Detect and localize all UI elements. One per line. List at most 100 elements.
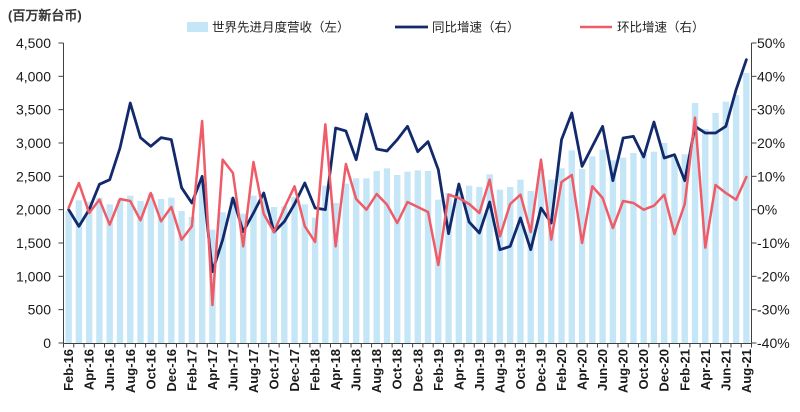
bar-revenue xyxy=(619,157,627,343)
x-tick-label: Dec-19 xyxy=(533,349,548,392)
bar-revenue xyxy=(291,197,298,343)
legend-label-mom: 环比增速（右） xyxy=(617,20,705,35)
bar-revenue xyxy=(157,199,165,343)
y-right-tick-label: -10% xyxy=(757,235,790,251)
x-tick-label: Jun-18 xyxy=(349,349,364,391)
bar-revenue xyxy=(404,171,411,343)
x-tick-label: Feb-21 xyxy=(677,349,692,391)
bar-revenue xyxy=(75,200,83,343)
x-tick-label: Apr-16 xyxy=(82,349,97,390)
legend-label-yoy: 同比增速（右） xyxy=(432,20,520,35)
y-right-tick-label: -20% xyxy=(757,268,790,284)
bar-revenue xyxy=(281,206,288,343)
legend-item-mom: 环比增速（右） xyxy=(580,20,705,35)
bar-revenue xyxy=(363,178,370,343)
bar-revenue xyxy=(517,179,524,343)
x-tick-label: Dec-17 xyxy=(287,349,302,392)
bar-revenue xyxy=(486,174,493,343)
bar-revenue xyxy=(394,175,401,343)
bar-revenue xyxy=(589,156,596,343)
bar-revenue xyxy=(168,197,175,343)
x-tick-label: Feb-16 xyxy=(61,349,76,391)
y-left-tick-label: 0 xyxy=(43,335,51,351)
x-tick-label: Dec-20 xyxy=(657,349,672,392)
bar-revenue xyxy=(537,169,545,343)
bar-revenue xyxy=(322,185,329,343)
bar-revenue xyxy=(455,188,463,343)
bar-revenue xyxy=(496,189,504,343)
x-tick-labels: Feb-16 Apr-16 Jun-16 Aug-16 Oct-16 Dec-16 Feb-… xyxy=(61,349,754,393)
y-right-tick-label: 30% xyxy=(757,102,785,118)
bar-revenue xyxy=(178,211,185,343)
legend-label-revenue: 世界先进月度营收（左） xyxy=(212,20,350,35)
bar-revenue xyxy=(743,73,750,343)
bar-revenue xyxy=(691,103,699,343)
legend: 世界先进月度营收（左） 同比增速（右） 环比增速（右） xyxy=(187,20,705,35)
legend-item-yoy: 同比增速（右） xyxy=(395,20,520,35)
y-left-tick-label: 2,000 xyxy=(16,202,51,218)
y-right-tick-label: -30% xyxy=(757,302,790,318)
y-right-tick-label: 0% xyxy=(757,202,777,218)
y-left-tick-label: 2,500 xyxy=(16,168,51,184)
bar-revenue xyxy=(681,154,688,343)
x-tick-label: Aug-20 xyxy=(616,349,631,393)
y-right-tick-label: -40% xyxy=(757,335,790,351)
bar-revenue xyxy=(106,204,113,343)
bar-revenue xyxy=(650,151,658,343)
line-yoy-growth xyxy=(67,58,748,274)
line-mom-growth xyxy=(67,116,748,307)
x-tick-label: Feb-18 xyxy=(308,349,323,391)
bar-revenue xyxy=(250,195,257,343)
bar-revenue xyxy=(640,153,647,343)
bar-revenue xyxy=(599,149,606,343)
bar-revenue xyxy=(424,171,432,343)
legend-swatch-revenue xyxy=(187,22,208,32)
bar-revenue xyxy=(558,168,565,343)
bar-revenue xyxy=(127,195,134,343)
y-left-tick-label: 500 xyxy=(28,302,52,318)
bar-revenue xyxy=(445,193,452,343)
bar-revenue xyxy=(219,212,226,343)
y-left-tick-label: 1,500 xyxy=(16,235,51,251)
bar-revenue xyxy=(65,211,72,343)
x-tick-label: Jun-17 xyxy=(225,349,240,391)
x-tick-label: Aug-18 xyxy=(369,349,384,393)
x-tick-label: Dec-16 xyxy=(164,349,179,392)
bar-revenue xyxy=(301,204,308,343)
bar-revenue xyxy=(383,168,391,343)
y-left-tick-label: 4,000 xyxy=(16,68,51,84)
x-tick-label: Jun-19 xyxy=(472,349,487,391)
bar-revenue xyxy=(712,113,719,343)
bar-revenue xyxy=(476,187,483,343)
bar-revenue xyxy=(96,197,103,343)
x-tick-label: Jun-21 xyxy=(718,349,733,391)
x-tick-label: Apr-21 xyxy=(698,349,713,390)
bar-revenue xyxy=(548,179,555,343)
y-left-tick-label: 4,500 xyxy=(16,35,51,51)
y-left-tick-label: 3,500 xyxy=(16,102,51,118)
bar-revenue xyxy=(260,197,267,343)
x-tick-label: Aug-16 xyxy=(123,349,138,393)
bar-revenue xyxy=(435,199,442,343)
bar-revenue xyxy=(661,143,668,343)
x-tick-label: Dec-18 xyxy=(410,349,425,392)
bar-revenue xyxy=(527,191,534,343)
bar-revenue xyxy=(568,150,575,343)
bar-revenue xyxy=(507,187,514,343)
x-tick-label: Apr-17 xyxy=(205,349,220,390)
bar-revenue xyxy=(671,157,678,343)
x-tick-label: Apr-18 xyxy=(328,349,343,390)
bar-revenue xyxy=(465,185,473,343)
y-right-tick-label: 20% xyxy=(757,135,785,151)
axes xyxy=(58,42,757,348)
bar-revenue xyxy=(578,169,586,343)
legend-item-revenue: 世界先进月度营收（左） xyxy=(187,20,350,35)
x-tick-label: Jun-20 xyxy=(595,349,610,391)
y-right-tick-label: 10% xyxy=(757,168,785,184)
bar-revenue xyxy=(311,217,319,343)
x-tick-label: Aug-17 xyxy=(246,349,261,393)
x-tick-label: Oct-20 xyxy=(636,349,651,389)
y-right-tick-labels: -40% -30% -20% -10% 0% 10% 20% 30% 40% 50% xyxy=(757,35,790,351)
